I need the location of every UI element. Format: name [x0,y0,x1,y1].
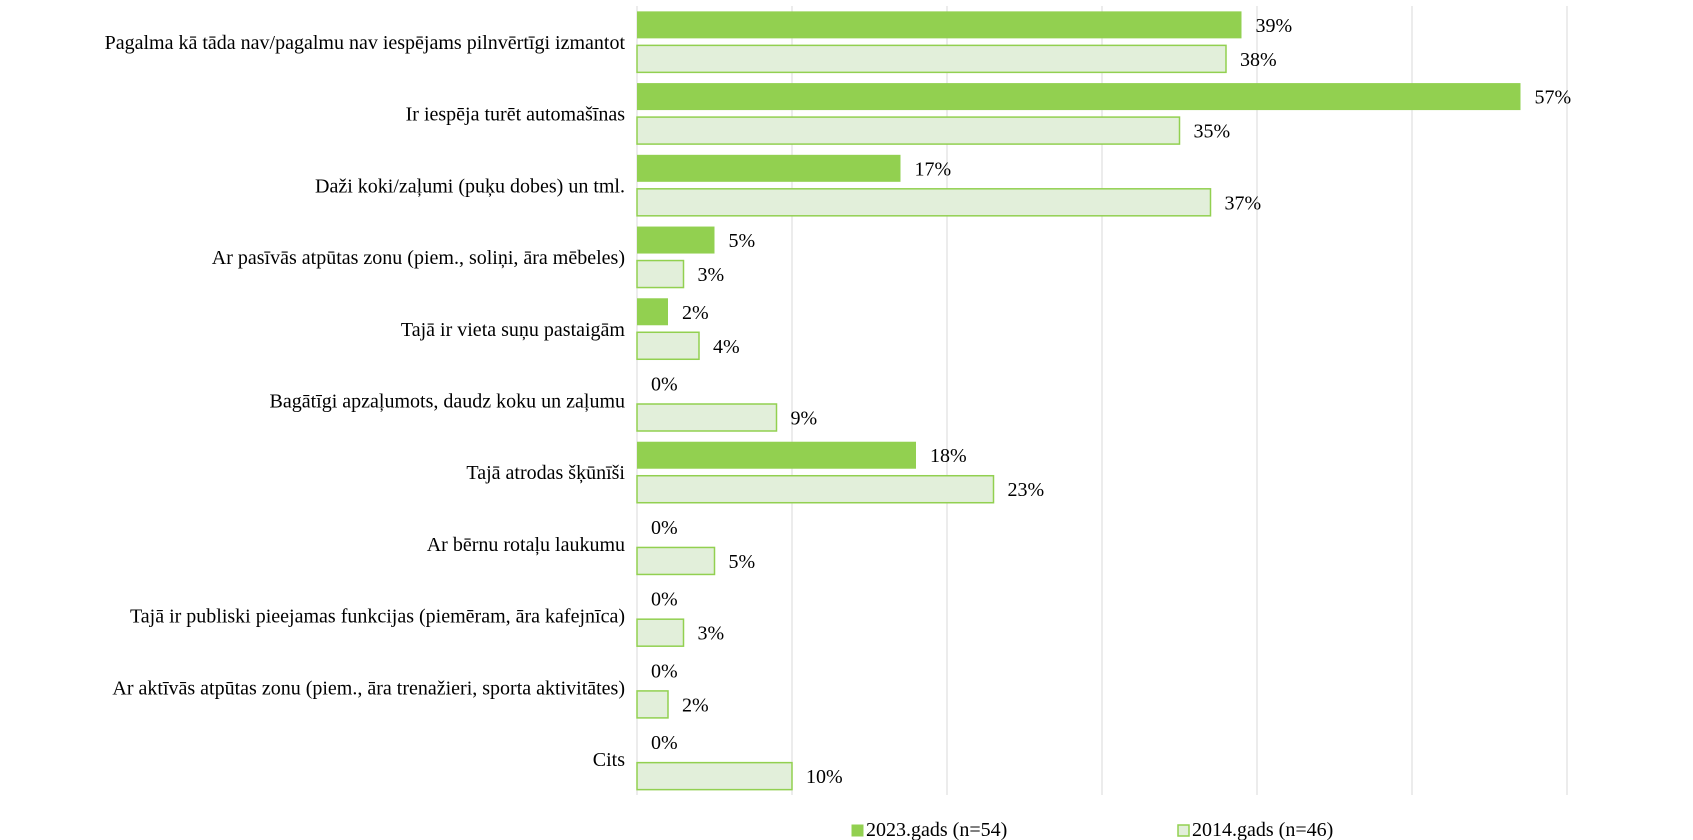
legend-label-2023: 2023.gads (n=54) [866,819,1007,840]
value-label-2023: 57% [1535,87,1572,109]
value-label-2023: 39% [1256,15,1293,37]
bar-2023 [637,154,901,182]
bar-2023 [637,11,1242,39]
bar-2014 [636,761,793,791]
value-label-2023: 0% [651,517,678,539]
value-label-2014: 9% [791,408,818,430]
value-label-2014: 5% [729,551,756,573]
bar-2014 [636,690,669,719]
category-label: Tajā ir publiski pieejamas funkcijas (pi… [130,606,625,628]
value-label-2023: 2% [682,302,709,324]
value-label-2023: 0% [651,732,678,754]
category-label: Ar aktīvās atpūtas zonu (piem., āra tren… [112,677,625,699]
category-label: Tajā ir vieta suņu pastaigām [401,319,626,341]
category-label: Pagalma kā tāda nav/pagalmu nav iespējam… [105,32,626,54]
category-label: Ar pasīvās atpūtas zonu (piem., soliņi, … [212,247,625,269]
value-label-2014: 38% [1240,49,1277,71]
legend: 2023.gads (n=54) 2014.gads (n=46) [851,819,1333,840]
value-label-2023: 5% [729,230,756,252]
bar-2014 [636,474,995,504]
category-label: Cits [593,749,625,771]
bars [636,11,1521,791]
value-label-2023: 17% [915,158,952,180]
value-label-2014: 10% [806,766,843,788]
bar-2014 [636,259,685,289]
value-label-2023: 0% [651,660,678,682]
legend-swatch-2023 [851,824,864,837]
value-label-2023: 18% [930,445,967,467]
bar-2014 [636,403,778,432]
legend-swatch-2014 [1177,824,1190,837]
category-label: Daži koki/zaļumi (puķu dobes) un tml. [315,175,625,197]
category-label: Bagātīgi apzaļumots, daudz koku un zaļum… [270,391,625,413]
bar-2014 [636,44,1227,74]
category-label: Ir iespēja turēt automašīnas [406,104,626,126]
value-label-2023: 0% [651,374,678,396]
value-label-2014: 23% [1008,479,1045,501]
category-label: Ar bērnu rotaļu laukumu [427,534,625,556]
bar-2023 [637,441,916,469]
bar-2023 [637,226,715,254]
bar-2023 [637,83,1521,111]
bar-2014 [636,116,1181,145]
value-label-2023: 0% [651,589,678,611]
value-labels: 39%38%57%35%17%37%5%3%2%4%0%9%18%23%0%5%… [651,15,1571,788]
category-labels: Pagalma kā tāda nav/pagalmu nav iespējam… [105,32,626,771]
bar-2014 [636,618,685,647]
value-label-2014: 3% [698,623,725,645]
value-label-2014: 35% [1194,121,1231,143]
bar-2023 [637,298,668,326]
value-label-2014: 3% [698,264,725,286]
bar-2014 [636,546,716,576]
category-label: Tajā atrodas šķūnīši [466,462,625,484]
value-label-2014: 4% [713,336,740,358]
bar-2014 [636,188,1212,217]
bar-2014 [636,331,700,361]
value-label-2014: 2% [682,694,709,716]
legend-label-2014: 2014.gads (n=46) [1192,819,1333,840]
value-label-2014: 37% [1225,192,1262,214]
